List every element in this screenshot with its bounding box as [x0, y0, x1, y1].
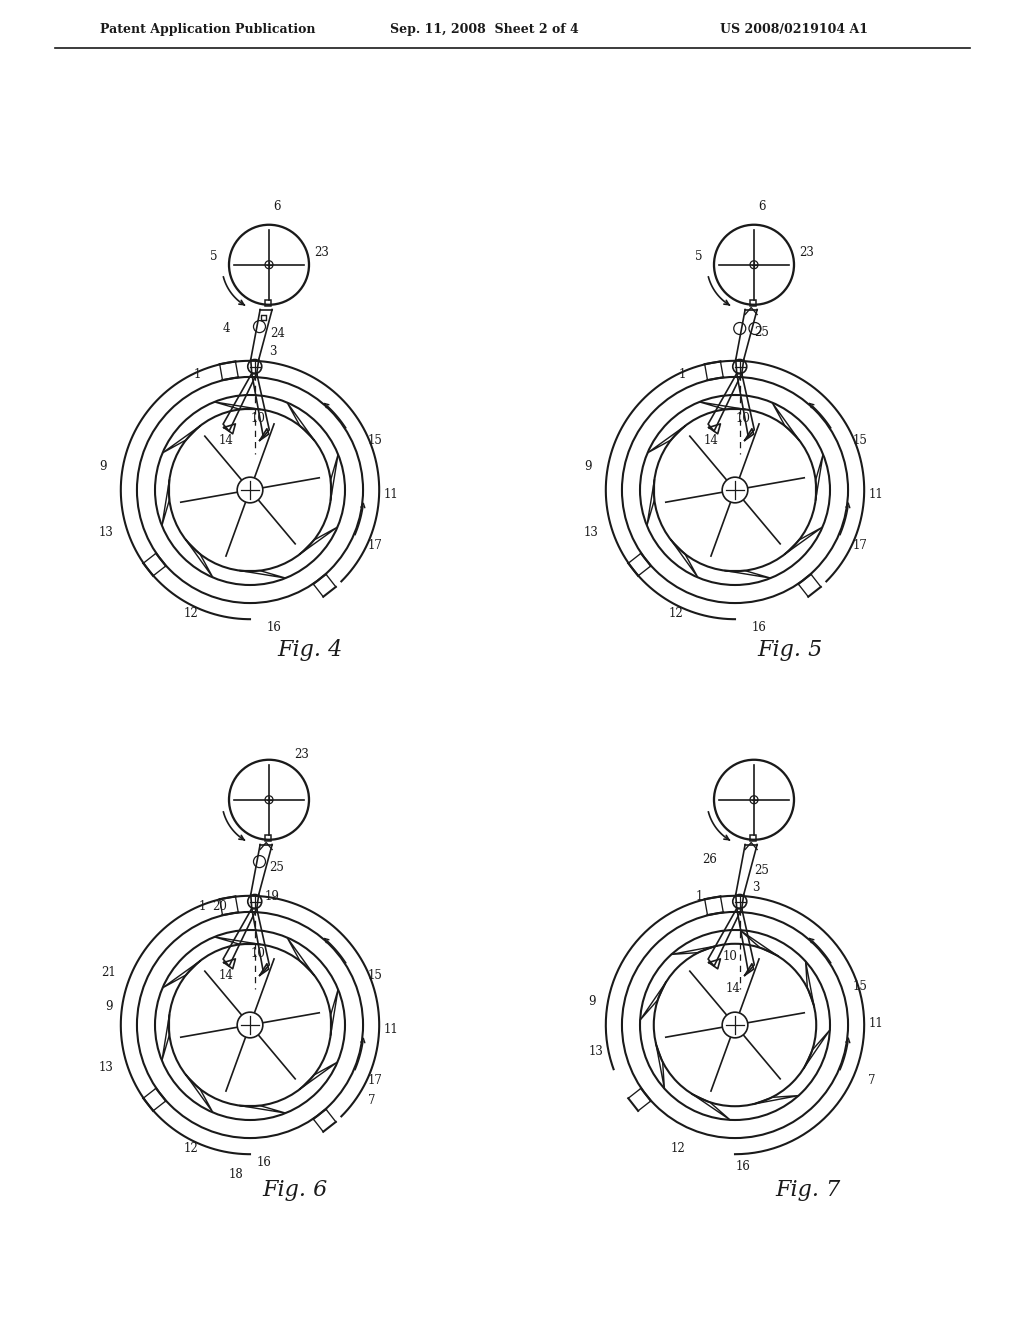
Text: 14: 14 — [726, 982, 740, 995]
Text: 11: 11 — [383, 488, 398, 502]
Text: 10: 10 — [735, 412, 750, 425]
Bar — [265, 300, 271, 306]
Text: 4: 4 — [223, 322, 230, 335]
Text: 19: 19 — [265, 890, 280, 903]
Text: Fig. 4: Fig. 4 — [278, 639, 343, 661]
Text: Fig. 6: Fig. 6 — [262, 1179, 328, 1201]
Text: 13: 13 — [589, 1045, 603, 1059]
Text: 10: 10 — [250, 412, 265, 425]
Text: 16: 16 — [257, 1156, 271, 1168]
Text: 13: 13 — [98, 1061, 114, 1074]
Text: 15: 15 — [853, 434, 868, 447]
Text: 15: 15 — [368, 434, 383, 447]
Bar — [265, 834, 271, 841]
Text: 3: 3 — [268, 345, 276, 358]
Text: 17: 17 — [368, 1073, 383, 1086]
Text: 9: 9 — [99, 459, 106, 473]
Text: 25: 25 — [754, 863, 769, 876]
Text: Fig. 7: Fig. 7 — [775, 1179, 841, 1201]
Text: Patent Application Publication: Patent Application Publication — [100, 24, 315, 37]
Bar — [750, 300, 756, 306]
Text: US 2008/0219104 A1: US 2008/0219104 A1 — [720, 24, 868, 37]
Text: 14: 14 — [219, 434, 233, 447]
Text: 12: 12 — [669, 607, 683, 619]
Text: 9: 9 — [588, 995, 596, 1007]
Bar — [750, 834, 756, 841]
Text: 25: 25 — [754, 326, 769, 339]
Text: 17: 17 — [368, 539, 383, 552]
Text: 6: 6 — [273, 201, 281, 214]
Text: 15: 15 — [368, 969, 383, 982]
Text: 14: 14 — [703, 434, 719, 447]
Text: 26: 26 — [702, 853, 717, 866]
Text: 15: 15 — [853, 981, 868, 994]
Text: 9: 9 — [584, 459, 592, 473]
Text: 16: 16 — [735, 1160, 750, 1172]
Text: 11: 11 — [868, 488, 883, 502]
Text: 20: 20 — [212, 900, 227, 913]
Text: 11: 11 — [383, 1023, 398, 1036]
Text: 7: 7 — [868, 1073, 876, 1086]
Text: 9: 9 — [105, 999, 113, 1012]
Text: 23: 23 — [294, 748, 309, 762]
Text: 14: 14 — [219, 969, 233, 982]
Bar — [261, 315, 265, 319]
Text: 12: 12 — [183, 1142, 199, 1155]
Text: 1: 1 — [195, 368, 202, 381]
Text: 21: 21 — [101, 966, 116, 979]
Text: 7: 7 — [368, 1094, 376, 1107]
Text: 11: 11 — [868, 1016, 883, 1030]
Text: 23: 23 — [799, 247, 814, 259]
Text: 24: 24 — [269, 327, 285, 339]
Text: 17: 17 — [853, 539, 868, 552]
Text: 5: 5 — [210, 251, 218, 263]
Text: 1: 1 — [199, 900, 206, 913]
Text: 3: 3 — [752, 880, 759, 894]
Text: 12: 12 — [183, 607, 199, 619]
Text: Sep. 11, 2008  Sheet 2 of 4: Sep. 11, 2008 Sheet 2 of 4 — [390, 24, 579, 37]
Text: 10: 10 — [250, 948, 265, 960]
Text: 23: 23 — [314, 247, 329, 259]
Text: 13: 13 — [98, 527, 114, 540]
Text: 16: 16 — [752, 620, 766, 634]
Text: 18: 18 — [228, 1168, 243, 1180]
Text: Fig. 5: Fig. 5 — [758, 639, 822, 661]
Text: 6: 6 — [758, 201, 766, 214]
Text: 1: 1 — [695, 890, 702, 903]
Text: 25: 25 — [268, 861, 284, 874]
Text: 1: 1 — [679, 368, 686, 381]
Text: 5: 5 — [695, 251, 702, 263]
Text: 16: 16 — [266, 620, 282, 634]
Text: 13: 13 — [584, 527, 598, 540]
Text: 10: 10 — [723, 950, 737, 964]
Text: 12: 12 — [671, 1142, 685, 1155]
